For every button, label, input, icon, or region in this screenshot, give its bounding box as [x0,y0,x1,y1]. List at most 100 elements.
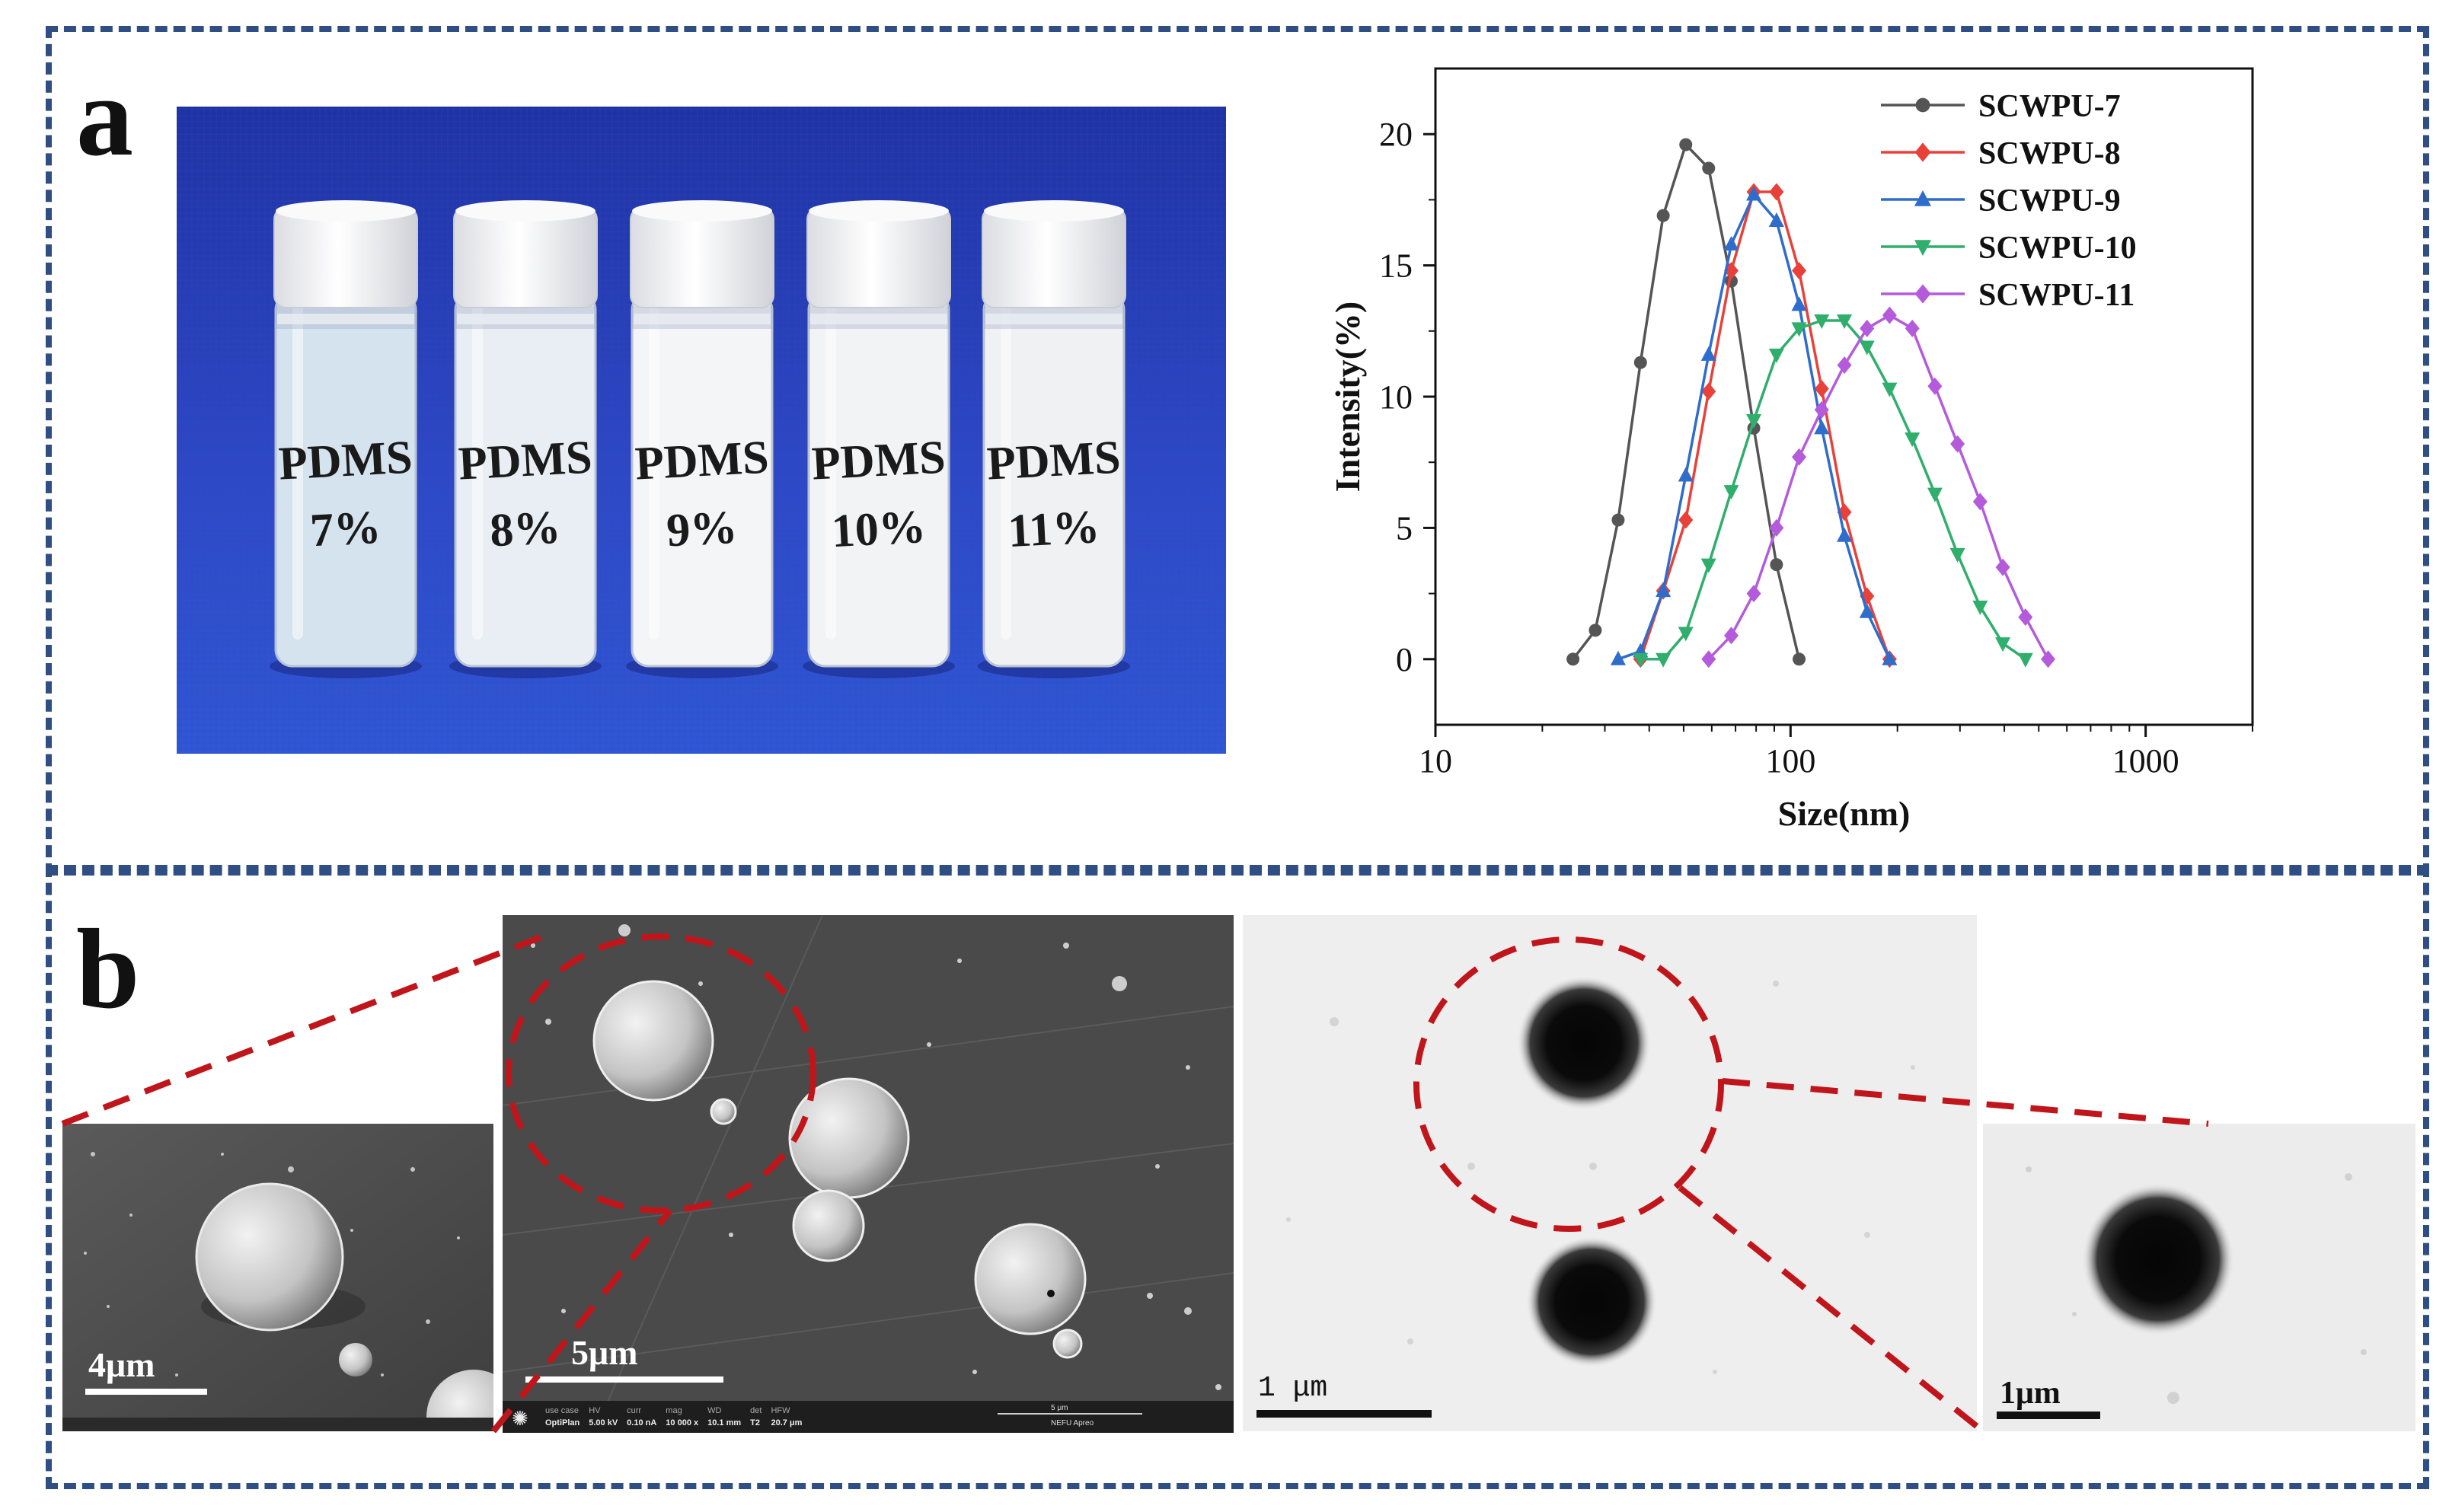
sem-info-field-label: mag [666,1406,682,1415]
legend-item: SCWPU-8 [1881,136,2121,171]
data-point [1724,627,1739,645]
sem-info-field-value: 0.10 nA [627,1418,657,1427]
legend-label: SCWPU-9 [1978,183,2121,219]
data-point [1633,652,1649,668]
data-point [2018,608,2033,627]
data-point [2017,652,2033,668]
sem-left-scale-label: 4μm [88,1345,155,1384]
data-point [1837,356,1852,375]
data-point [1588,624,1602,637]
legend-label: SCWPU-10 [1978,231,2137,266]
data-point [1723,485,1739,500]
tem-right-scale-label: 1μm [2000,1376,2061,1411]
legend-item: SCWPU-10 [1881,231,2137,266]
data-point [1770,558,1783,572]
data-point [1860,587,1875,605]
vial-4: PDMS 10% [803,200,955,678]
sem-info-bar-scale [998,1413,1142,1415]
data-point [1656,582,1672,598]
vial-label-line1: PDMS [985,431,1122,490]
sem-info-field: det T2 [750,1405,762,1429]
data-point [1701,382,1716,400]
sem-info-field-value: 10.1 mm [707,1418,742,1427]
vials-photo-graphic: PDMS 7% PDMS 8% PDMS 9% PDMS 10% PDMS 11% [177,107,1226,754]
data-point [1972,493,1988,511]
data-point [1927,377,1943,395]
data-point [1814,380,1829,398]
vial-label-line1: PDMS [277,431,413,490]
sem-left-scale-bar [85,1389,207,1395]
data-point [1792,261,1807,279]
sem-info-bar-label: 5 μm [1051,1404,1068,1412]
legend-marker [1914,240,1931,257]
data-point [1746,585,1761,603]
sem-info-field: HFW 20.7 μm [771,1405,802,1429]
sem-info-field-label: det [750,1406,762,1415]
data-point [1610,650,1626,665]
data-point [1611,513,1625,527]
y-tick-label: 0 [1396,641,1413,678]
tem-center-image: 1 μm [1243,915,1977,1431]
data-point [1950,435,1965,453]
data-point [1972,600,1988,615]
data-point [1791,322,1807,337]
plot-frame [1434,67,2254,726]
series-line [1572,142,1801,660]
sem-info-field-value: 10 000 x [666,1418,699,1427]
legend-marker [1914,190,1931,206]
series-scwpu-11 [1701,306,2056,668]
data-point [1769,518,1784,537]
vial-cap [453,206,598,308]
data-point [1768,348,1784,363]
data-point [1792,448,1807,466]
vials-photo: PDMS 7% PDMS 8% PDMS 9% PDMS 10% PDMS 11% [177,107,1226,754]
tem-center-scale-label: 1 μm [1258,1372,1328,1405]
series-scwpu-10 [1633,314,2033,668]
vial-1: PDMS 7% [270,200,422,678]
y-axis-label: Intensity(%) [1328,301,1367,492]
vial-3: PDMS 9% [626,200,778,678]
sem-info-field-label: curr [627,1406,642,1415]
x-tick-label: 100 [1765,742,1815,780]
data-point [1860,319,1875,337]
tem-center-graphic [1243,915,1977,1431]
sem-center-scale-label: 5μm [571,1333,638,1372]
sem-logo-icon: ✺ [512,1407,528,1430]
vial-cap [806,206,951,308]
data-point [1566,652,1580,666]
series-line [1639,190,1892,660]
data-point [1859,603,1875,618]
series-scwpu-7 [1566,138,1806,666]
data-point [1905,432,1921,448]
data-point [1814,314,1830,330]
data-point [1791,296,1807,311]
tem-center-scale-bar [1256,1410,1432,1418]
data-point [1814,400,1829,419]
series-line [1640,319,2026,661]
y-tick-label: 15 [1379,247,1413,285]
vial-label-line2: 11% [1007,501,1101,557]
vial-label-line2: 8% [489,502,562,557]
x-tick-label: 1000 [2112,742,2179,780]
tem-right-graphic [1983,1124,2415,1431]
sem-center-image: 5μm ✺ use case OptiPlan HV 5.00 kV curr 0.10 … [503,915,1234,1433]
data-point [1995,637,2011,652]
data-point [1702,161,1716,175]
sem-info-field-label: WD [707,1406,722,1415]
sem-info-field: curr 0.10 nA [627,1405,656,1429]
legend-marker [1915,97,1930,113]
data-point [1882,306,1897,324]
panel-a-frame [46,26,2429,876]
data-point [1814,419,1830,435]
sem-left-image: 4μm [62,1124,493,1431]
vial-cap [982,206,1126,308]
sem-info-field: HV 5.00 kV [589,1405,618,1429]
data-point [1700,558,1716,573]
data-point [1793,652,1806,666]
sem-info-lab: NEFU Apreo [1051,1419,1094,1427]
vial-label-line2: 7% [309,502,382,557]
legend-label: SCWPU-8 [1978,136,2121,171]
sem-info-field-value: 5.00 kV [589,1418,618,1427]
sem-info-field-value: OptiPlan [545,1418,580,1427]
data-point [1949,547,1965,563]
